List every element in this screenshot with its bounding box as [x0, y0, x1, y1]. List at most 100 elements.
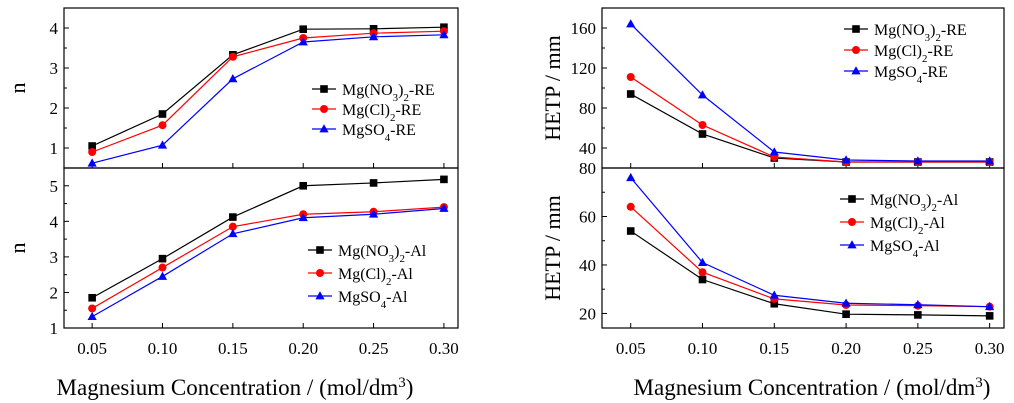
- legend-label: Mg(NO3)2-RE: [342, 82, 435, 104]
- x-axis-title-right: Magnesium Concentration / (mol/dm3): [634, 375, 991, 400]
- x-axis-title-left-sup: 3: [398, 375, 406, 391]
- data-point: [626, 90, 635, 98]
- data-point: [698, 121, 707, 129]
- panel-hetp-re: 40 80 120 160 HETP / mm Mg(NO3)2-REMg(Cl)2-RE…: [540, 7, 1005, 169]
- data-point: [698, 275, 707, 284]
- legend-label: Mg(Cl)2-Al: [870, 215, 945, 237]
- panel-n-al: 1 2 3 4 5 0.05 0.10 0.15 0.20 0.25 0.30 n Mg(NO3)2-A…: [5, 167, 459, 358]
- data-point: [698, 268, 707, 277]
- y-tick-label: 80: [579, 159, 596, 178]
- x-tick-label: 0.15: [218, 339, 248, 358]
- y-tick-label: 40: [579, 139, 596, 158]
- data-point: [985, 156, 995, 165]
- data-point: [158, 121, 167, 130]
- series-line: [91, 26, 444, 147]
- data-point: [841, 155, 851, 164]
- y-tick-label: 2: [50, 99, 59, 118]
- data-point: [88, 148, 97, 156]
- data-point: [842, 310, 850, 318]
- x-tick-label: 0.30: [975, 339, 1005, 358]
- data-point: [985, 301, 995, 311]
- y-axis-label: n: [5, 243, 30, 254]
- y-tick-label: 1: [50, 319, 59, 338]
- data-point: [158, 254, 167, 263]
- series-line: [91, 34, 444, 164]
- y-axis-label: HETP / mm: [540, 35, 565, 141]
- y-tick-label: 4: [50, 212, 59, 231]
- data-point: [914, 311, 922, 319]
- data-point: [88, 304, 97, 313]
- legend-label: Mg(NO3)2-RE: [874, 22, 967, 44]
- y-tick-label: 4: [50, 19, 59, 38]
- legend-marker: [851, 66, 861, 75]
- data-point: [298, 37, 308, 46]
- y-tick-label: 40: [579, 256, 596, 275]
- data-point: [368, 209, 379, 218]
- legend-marker: [315, 291, 325, 300]
- x-tick-label: 0.05: [77, 339, 107, 358]
- data-point: [770, 299, 779, 308]
- x-tick-label: 0.10: [148, 339, 178, 358]
- series-line: [91, 30, 444, 153]
- data-point: [697, 257, 708, 266]
- legend-label: MgSO4-RE: [342, 122, 416, 144]
- legend-label: Mg(Cl)2-RE: [874, 43, 953, 65]
- x-tick-label: 0.10: [688, 339, 718, 358]
- series-line: [630, 206, 990, 308]
- legend-marker: [852, 46, 860, 54]
- y-tick-label: 120: [571, 59, 597, 78]
- data-point: [88, 293, 96, 302]
- y-tick-label: 1: [50, 139, 59, 158]
- y-tick-label: 3: [50, 59, 59, 78]
- data-point: [769, 290, 779, 299]
- data-point: [697, 90, 708, 99]
- data-point: [626, 19, 636, 28]
- legend-marker: [852, 25, 860, 33]
- legend-marker: [319, 124, 329, 133]
- y-tick-label: 2: [50, 283, 59, 302]
- y-tick-label: 160: [571, 19, 597, 38]
- x-tick-label: 0.20: [288, 339, 318, 358]
- x-tick-label: 0.05: [616, 339, 646, 358]
- data-point: [440, 23, 448, 31]
- y-tick-label: 5: [50, 177, 59, 196]
- legend-marker: [848, 195, 856, 203]
- y-axis-label: n: [5, 83, 30, 94]
- plot-frame: [63, 167, 459, 329]
- data-point: [157, 140, 168, 149]
- legend-marker: [320, 105, 328, 113]
- legend-label: Mg(Cl)2-RE: [342, 102, 421, 124]
- data-point: [87, 311, 97, 321]
- legend-marker: [847, 240, 857, 249]
- data-point: [157, 271, 168, 280]
- panel-hetp-al: 20 40 60 80 0.05 0.10 0.15 0.20 0.25 0.30 HETP / m…: [540, 159, 1005, 358]
- series-line: [91, 206, 444, 309]
- data-point: [228, 228, 238, 238]
- series-line: [630, 230, 990, 317]
- data-point: [368, 32, 379, 41]
- data-point: [369, 179, 378, 187]
- series-line: [630, 76, 990, 163]
- data-point: [439, 203, 449, 212]
- data-point: [913, 299, 923, 309]
- legend-label: MgSO4-RE: [874, 64, 948, 86]
- legend-label: Mg(Cl)2-Al: [338, 266, 413, 288]
- data-point: [158, 110, 167, 118]
- x-tick-label: 0.25: [903, 339, 933, 358]
- data-point: [299, 181, 308, 190]
- legend-label: Mg(NO3)2-Al: [338, 243, 427, 265]
- x-tick-label: 0.30: [429, 339, 459, 358]
- data-point: [369, 25, 378, 33]
- legend-label: MgSO4-Al: [870, 238, 940, 260]
- series-line: [630, 177, 990, 308]
- legend-marker: [316, 269, 324, 277]
- data-point: [698, 130, 707, 138]
- data-point: [439, 30, 449, 39]
- x-tick-label: 0.25: [359, 339, 389, 358]
